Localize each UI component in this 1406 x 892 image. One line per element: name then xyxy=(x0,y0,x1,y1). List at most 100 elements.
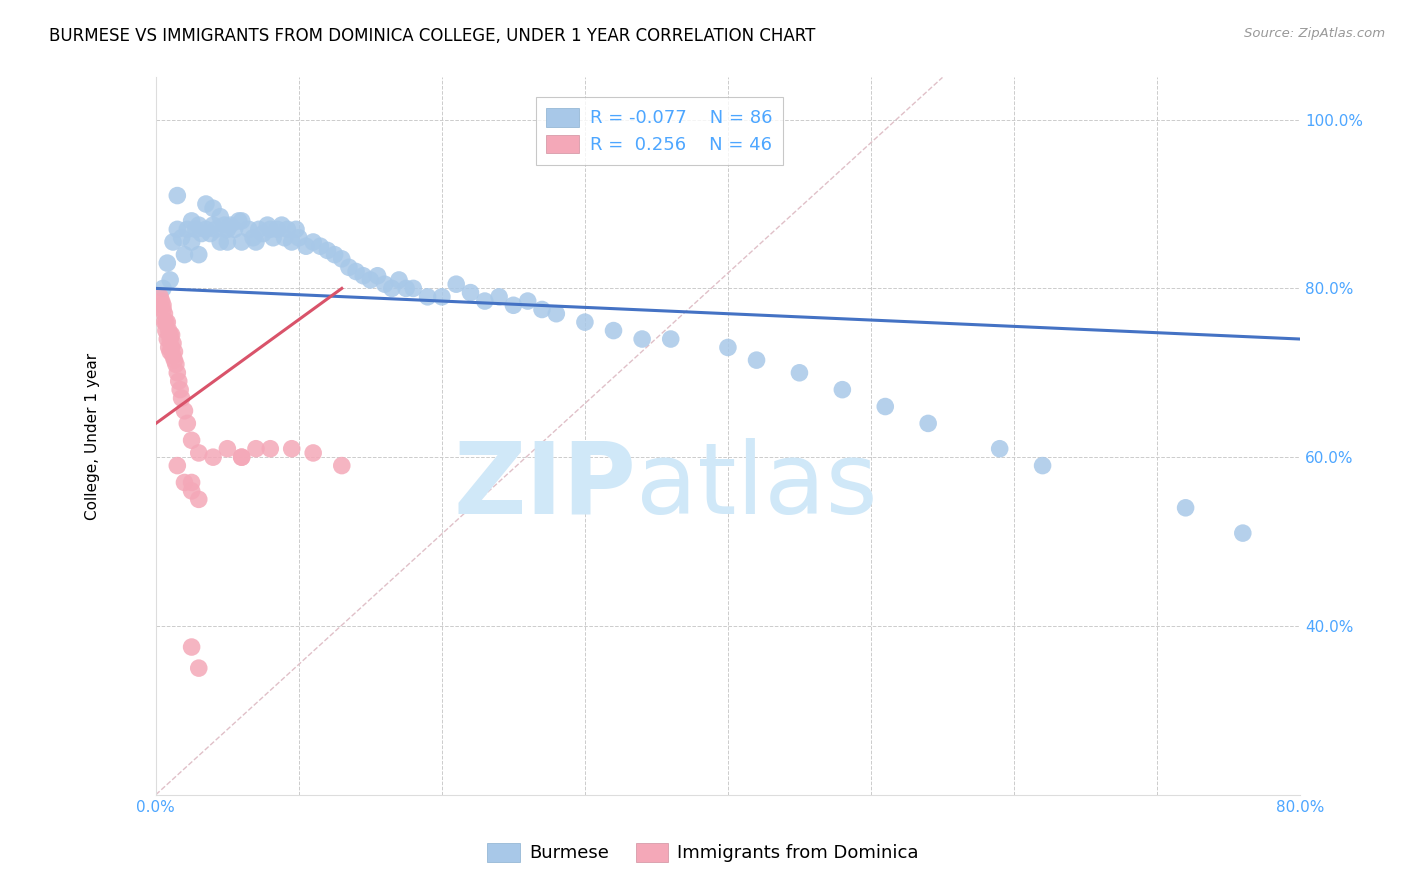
Point xyxy=(1174,500,1197,515)
Point xyxy=(574,315,596,329)
Text: atlas: atlas xyxy=(637,438,877,535)
Point xyxy=(242,231,264,245)
Point xyxy=(374,277,396,292)
Point xyxy=(295,239,318,253)
Point xyxy=(162,349,184,363)
Point xyxy=(330,458,353,473)
Point xyxy=(224,222,246,236)
Point xyxy=(402,281,425,295)
Point xyxy=(302,235,325,249)
Point xyxy=(194,197,217,211)
Point xyxy=(875,400,897,414)
Point xyxy=(352,268,374,283)
Point xyxy=(166,458,188,473)
Point xyxy=(166,366,188,380)
Point xyxy=(259,222,281,236)
Point xyxy=(214,218,236,232)
Point xyxy=(180,475,202,490)
Point xyxy=(159,344,181,359)
Point xyxy=(256,218,278,232)
Point xyxy=(316,244,339,258)
Point xyxy=(173,247,195,261)
Point xyxy=(152,281,174,295)
Point xyxy=(153,307,176,321)
Point xyxy=(153,315,176,329)
Point xyxy=(416,290,439,304)
Point xyxy=(200,227,222,241)
Point xyxy=(444,277,467,292)
Point xyxy=(180,483,202,498)
Point xyxy=(156,256,179,270)
Point xyxy=(180,214,202,228)
Point xyxy=(152,302,174,317)
Point xyxy=(163,353,186,368)
Point xyxy=(217,442,239,456)
Point xyxy=(1032,458,1054,473)
Point xyxy=(502,298,524,312)
Point xyxy=(180,235,202,249)
Point xyxy=(474,294,496,309)
Point xyxy=(150,294,173,309)
Text: BURMESE VS IMMIGRANTS FROM DOMINICA COLLEGE, UNDER 1 YEAR CORRELATION CHART: BURMESE VS IMMIGRANTS FROM DOMINICA COLL… xyxy=(49,27,815,45)
Point xyxy=(162,336,184,351)
Point xyxy=(430,290,453,304)
Point xyxy=(789,366,811,380)
Point xyxy=(266,222,288,236)
Point xyxy=(176,222,198,236)
Point xyxy=(247,222,270,236)
Point xyxy=(157,324,180,338)
Point xyxy=(285,222,308,236)
Point xyxy=(302,446,325,460)
Point xyxy=(659,332,682,346)
Point xyxy=(187,661,209,675)
Point xyxy=(187,446,209,460)
Point xyxy=(162,235,184,249)
Point xyxy=(288,231,311,245)
Text: ZIP: ZIP xyxy=(454,438,637,535)
Point xyxy=(149,290,172,304)
Point xyxy=(160,327,183,342)
Point xyxy=(280,235,302,249)
Point xyxy=(156,332,179,346)
Point xyxy=(159,327,181,342)
Point xyxy=(176,417,198,431)
Point xyxy=(173,475,195,490)
Point xyxy=(209,210,232,224)
Y-axis label: College, Under 1 year: College, Under 1 year xyxy=(86,352,100,520)
Point xyxy=(988,442,1011,456)
Point xyxy=(1232,526,1254,541)
Point xyxy=(245,235,267,249)
Point xyxy=(602,324,624,338)
Point xyxy=(276,222,298,236)
Point xyxy=(546,307,568,321)
Point xyxy=(167,374,190,388)
Point xyxy=(917,417,939,431)
Point xyxy=(187,218,209,232)
Point xyxy=(344,264,367,278)
Point xyxy=(388,273,411,287)
Point xyxy=(173,403,195,417)
Point xyxy=(156,315,179,329)
Point xyxy=(831,383,853,397)
Point xyxy=(202,201,225,215)
Point xyxy=(194,222,217,236)
Point xyxy=(169,383,191,397)
Point xyxy=(323,247,346,261)
Point xyxy=(187,247,209,261)
Point xyxy=(381,281,404,295)
Point xyxy=(202,218,225,232)
Point xyxy=(165,357,187,371)
Point xyxy=(530,302,553,317)
Point xyxy=(157,341,180,355)
Point xyxy=(516,294,538,309)
Point xyxy=(231,235,253,249)
Point xyxy=(231,450,253,465)
Point xyxy=(163,344,186,359)
Point xyxy=(152,298,174,312)
Point xyxy=(184,222,207,236)
Point xyxy=(219,218,242,232)
Point xyxy=(395,281,418,295)
Point xyxy=(170,391,193,405)
Point xyxy=(367,268,389,283)
Point xyxy=(190,227,212,241)
